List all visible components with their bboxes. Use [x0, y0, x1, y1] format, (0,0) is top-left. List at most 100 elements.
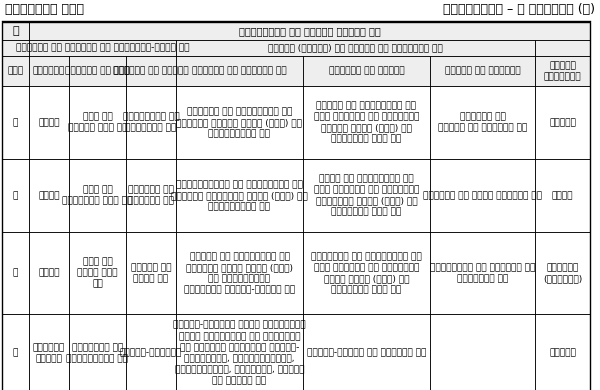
Text: शुद्ध-ब्रह्म अथवा परब्रह्म
अथवा परमात्मा जो नियन्ता
और सर्वथा अर्थात् शुद्ध-
चेत: शुद्ध-ब्रह्म अथवा परब्रह्म अथवा परमात्मा… [173, 321, 306, 385]
Bar [2, 314, 29, 390]
Bar [29, 40, 176, 56]
Bar [303, 314, 430, 390]
Bar [2, 22, 29, 40]
Bar [303, 86, 430, 159]
Bar [535, 86, 590, 159]
Text: शुद्ध-आत्मा जो साक्षी है: शुद्ध-आत्मा जो साक्षी है [307, 349, 426, 358]
Text: उत्पत्ति जो
ब्रह्मा है: उत्पत्ति जो ब्रह्मा है [122, 112, 179, 133]
Bar [29, 314, 69, 390]
Bar [535, 56, 590, 86]
Text: निर्गुण जो
अधिष्ठाता है: निर्गुण जो अधिष्ठाता है [67, 343, 128, 363]
Text: उपास्य का उपासक: उपास्य का उपासक [329, 67, 404, 76]
Bar [430, 56, 535, 86]
Text: स्थिति जो
विष्णु है: स्थिति जो विष्णु है [128, 186, 174, 206]
Text: २: २ [13, 191, 18, 200]
Text: चेतनतत्व जो कूट्य नित्य है: चेतनतत्व जो कूट्य नित्य है [239, 26, 380, 36]
Text: अकार: अकार [38, 118, 60, 127]
Bar [29, 56, 69, 86]
Text: सृष्टि का कार्य: सृष्टि का कार्य [113, 67, 189, 76]
Bar [535, 159, 590, 232]
Text: तुरीय: तुरीय [549, 349, 576, 358]
Text: ब्रह्म जो उपास्य है: ब्रह्म जो उपास्य है [192, 67, 287, 76]
Text: आदित्य
(महतत्य): आदित्य (महतत्य) [543, 263, 582, 283]
Bar [176, 56, 303, 86]
Text: ईश्वर जो चेतनतत्व और
समष्टि कारण जगत् (जड़)
का अधिष्ठाता
अर्थात् पुरुष-विशेष है: ईश्वर जो चेतनतत्व और समष्टि कारण जगत् (ज… [184, 252, 295, 294]
Bar [430, 314, 535, 390]
Text: मुख्य
प्रकृति: मुख्य प्रकृति [544, 61, 581, 81]
Bar [29, 22, 590, 40]
Bar [535, 56, 590, 86]
Bar [2, 56, 29, 86]
Text: विश्व जो चेतनतत्व का
शबल स्वरूप और व्यष्टि
स्थूल शरीर (जड़) का
अभिमानी जीव है: विश्व जो चेतनतत्व का शबल स्वरूप और व्यष्… [314, 101, 419, 144]
Text: प्रलय जो
महेश है: प्रलय जो महेश है [131, 263, 171, 283]
Bar [2, 40, 29, 56]
Text: ३: ३ [13, 268, 18, 278]
Bar [29, 86, 69, 159]
Bar [29, 22, 590, 40]
Text: शबल जो
सूक्ष्म रूप है: शबल जो सूक्ष्म रूप है [62, 186, 133, 206]
Text: शुद्ध-ब्रह्म: शुद्ध-ब्रह्म [120, 349, 182, 358]
Text: शबल जो
स्थूल रूप है: शबल जो स्थूल रूप है [68, 112, 127, 133]
Bar [303, 159, 430, 232]
Bar [126, 232, 176, 314]
Bar [2, 86, 29, 159]
Bar [535, 232, 590, 314]
Text: ॐ: ॐ [12, 26, 19, 36]
Bar [2, 159, 29, 232]
Bar [176, 232, 303, 314]
Bar [2, 232, 29, 314]
Bar [69, 159, 126, 232]
Text: हिरण्यगर्भ जो चेतनतत्व और
समष्टि सूक्ष्म जगत् (जड़) का
अधिष्ठाता है: हिरण्यगर्भ जो चेतनतत्व और समष्टि सूक्ष्म… [171, 180, 308, 211]
Bar [69, 56, 126, 86]
Text: जाग्रत जो
कर्ता और भोक्ता है: जाग्रत जो कर्ता और भोक्ता है [438, 112, 527, 133]
Bar [2, 22, 29, 40]
Text: अग्नि: अग्नि [549, 118, 576, 127]
Bar [430, 86, 535, 159]
Bar [176, 86, 303, 159]
Bar [303, 56, 430, 86]
Bar [29, 40, 176, 56]
Text: विराट् जो चेतनतत्व और
समष्टि स्थूल जगत् (जड़) का
अधिष्ठाता है: विराट् जो चेतनतत्व और समष्टि स्थूल जगत् … [176, 107, 302, 138]
Text: स्वप्र जो केवल भोक्ता है: स्वप्र जो केवल भोक्ता है [423, 191, 542, 200]
Text: प्राज्ञ जो चेतनतत्व का
शबल स्वरूप और व्यष्टि
कारण शरीर (जड़) का
अभिमानी जीव है: प्राज्ञ जो चेतनतत्व का शबल स्वरूप और व्य… [311, 252, 422, 294]
Text: मात्रा: मात्रा [33, 67, 65, 76]
Bar [303, 56, 430, 86]
Text: शबल जो
कारण रूप
है: शबल जो कारण रूप है [77, 257, 118, 289]
Bar [176, 314, 303, 390]
Bar [176, 56, 303, 86]
Text: मकार: मकार [38, 268, 60, 278]
Text: उकार: उकार [38, 191, 60, 200]
Bar [535, 40, 590, 56]
Bar [126, 56, 176, 86]
Bar [535, 314, 590, 390]
Text: ४: ४ [13, 349, 18, 358]
Text: तैजस जो चेतनतत्व का
शबल स्वरूप और व्यष्टि
सूक्ष्म शरीर (जड़) का
अभिमानी जीव है: तैजस जो चेतनतत्व का शबल स्वरूप और व्यष्ट… [314, 174, 419, 217]
Bar [126, 56, 176, 86]
Bar [176, 40, 535, 56]
Text: पातञ्जल योग: पातञ्जल योग [5, 3, 84, 16]
Text: वायु: वायु [552, 191, 573, 200]
Text: परिशिष्ट – ॐ तालिका (१): परिशिष्ट – ॐ तालिका (१) [443, 3, 595, 16]
Text: ब्रह्म का रूप: ब्रह्म का रूप [65, 67, 130, 76]
Bar [2, 56, 29, 86]
Bar [2, 40, 29, 56]
Text: पाद: पाद [7, 67, 23, 76]
Bar [69, 86, 126, 159]
Bar [176, 159, 303, 232]
Bar [126, 159, 176, 232]
Text: १: १ [13, 118, 18, 127]
Bar [29, 159, 69, 232]
Bar [176, 40, 535, 56]
Bar [535, 40, 590, 56]
Bar [69, 56, 126, 86]
Bar [126, 314, 176, 390]
Bar [29, 56, 69, 86]
Text: अमात्र
विराम: अमात्र विराम [33, 343, 65, 363]
Bar [430, 56, 535, 86]
Bar [69, 232, 126, 314]
Bar [126, 86, 176, 159]
Bar [430, 159, 535, 232]
Text: चेतना की अवस्था: चेतना की अवस्था [445, 67, 520, 76]
Bar [29, 232, 69, 314]
Text: ब्रह्म जो सृष्टि का निमित्त-कारण है: ब्रह्म जो सृष्टि का निमित्त-कारण है [16, 44, 189, 53]
